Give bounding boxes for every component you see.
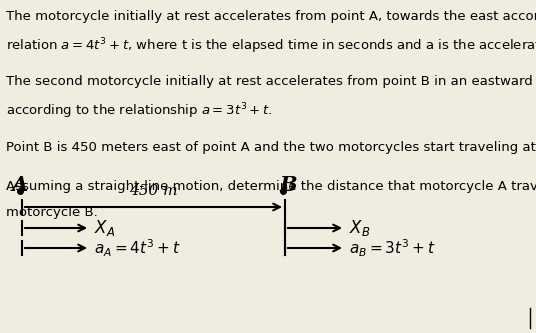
Text: $a_B = 3t^3+t$: $a_B = 3t^3+t$ (349, 237, 436, 259)
Text: Point B is 450 meters east of point A and the two motorcycles start traveling at: Point B is 450 meters east of point A an… (6, 141, 536, 154)
Text: according to the relationship $a = 3t^3 + t$.: according to the relationship $a = 3t^3 … (6, 101, 273, 121)
Text: B: B (279, 175, 296, 195)
Text: $a_A = 4t^3+t$: $a_A = 4t^3+t$ (94, 237, 181, 259)
Text: $X_A$: $X_A$ (94, 218, 115, 238)
Text: $X_B$: $X_B$ (349, 218, 370, 238)
Text: Assuming a straight-line motion, determine the distance that motorcycle A travel: Assuming a straight-line motion, determi… (6, 180, 536, 193)
Text: The motorcycle initially at rest accelerates from point A, towards the east acco: The motorcycle initially at rest acceler… (6, 10, 536, 23)
Text: A: A (12, 175, 28, 195)
Text: motorcycle B.: motorcycle B. (6, 206, 98, 219)
Text: The second motorcycle initially at rest accelerates from point B in an eastward : The second motorcycle initially at rest … (6, 75, 536, 88)
Text: relation $a = 4t^3 + t$, where t is the elapsed time in seconds and a is the acc: relation $a = 4t^3 + t$, where t is the … (6, 36, 536, 56)
Text: 450 m: 450 m (129, 184, 178, 198)
